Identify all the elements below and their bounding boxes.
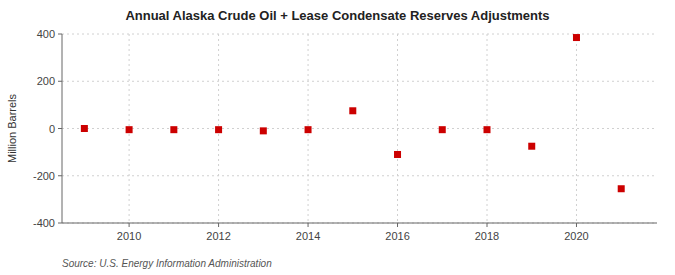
tick-label: 2012 — [206, 230, 230, 242]
axes: -400 -200 0 200 400 2010 2012 2014 2016 2018 2020 — [33, 28, 657, 242]
tick — [58, 128, 62, 129]
grid — [62, 34, 657, 223]
points — [81, 34, 625, 192]
tick — [58, 223, 62, 224]
point — [349, 107, 356, 114]
tick-label: 2010 — [117, 230, 141, 242]
tick-label: 2018 — [475, 230, 499, 242]
grid-line — [62, 34, 657, 35]
grid-line — [62, 223, 657, 224]
grid-line — [576, 34, 577, 223]
point — [484, 126, 491, 133]
point — [305, 126, 312, 133]
tick — [129, 223, 130, 227]
x-axis-line — [62, 223, 657, 224]
point — [260, 127, 267, 134]
point — [126, 126, 133, 133]
tick — [58, 81, 62, 82]
point — [439, 126, 446, 133]
tick — [58, 175, 62, 176]
tick-label: -400 — [33, 217, 55, 229]
tick-label: 2016 — [385, 230, 409, 242]
tick — [308, 223, 309, 227]
tick-label: 400 — [37, 28, 55, 40]
tick-label: 200 — [37, 75, 55, 87]
point — [215, 126, 222, 133]
point — [573, 34, 580, 41]
tick-label: 0 — [49, 123, 55, 135]
grid-line — [62, 175, 657, 176]
point — [81, 125, 88, 132]
point — [618, 185, 625, 192]
point — [170, 126, 177, 133]
source: Source: U.S. Energy Information Administ… — [62, 258, 272, 269]
y-axis-label: Million Barrels — [6, 93, 18, 163]
tick — [576, 223, 577, 227]
tick-label: -200 — [33, 170, 55, 182]
title: Annual Alaska Crude Oil + Lease Condensa… — [125, 8, 549, 23]
tick — [487, 223, 488, 227]
grid-line — [397, 34, 398, 223]
tick — [397, 223, 398, 227]
tick-label: 2014 — [296, 230, 320, 242]
tick-label: 2020 — [564, 230, 588, 242]
y-axis-line — [62, 34, 63, 223]
tick — [218, 223, 219, 227]
grid-line — [62, 81, 657, 82]
point — [528, 143, 535, 150]
grid-line — [62, 128, 657, 129]
point — [394, 151, 401, 158]
tick — [58, 34, 62, 35]
chart: Annual Alaska Crude Oil + Lease Condensa… — [0, 0, 675, 275]
